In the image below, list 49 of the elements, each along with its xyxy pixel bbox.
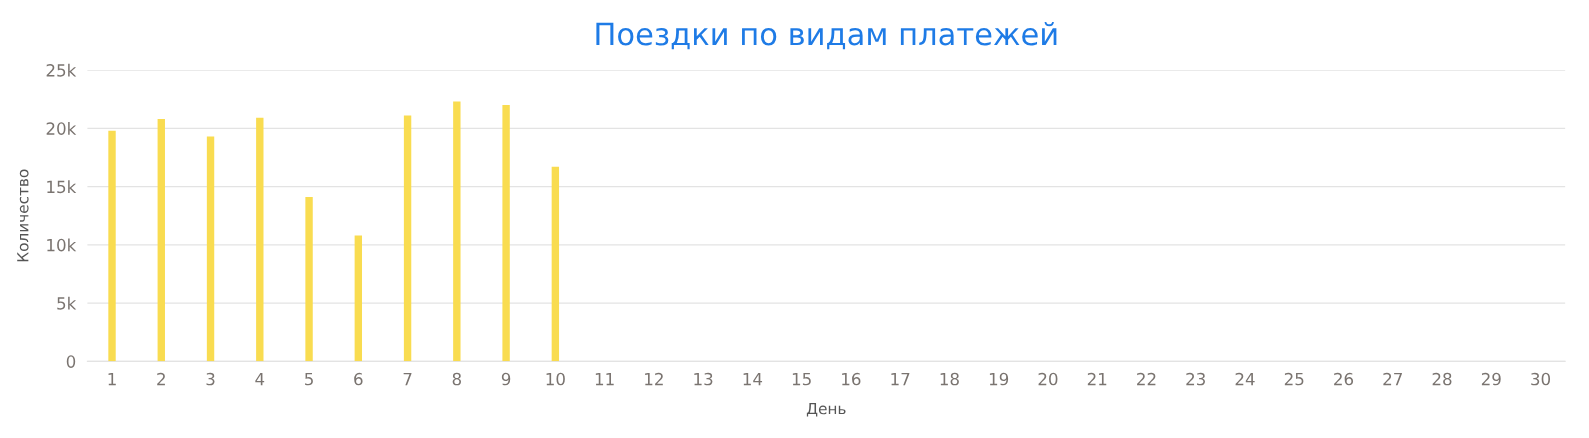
bar [256,117,264,362]
bar [403,115,412,362]
bar [502,105,510,362]
x-tick-label: 21 [1087,372,1107,386]
x-tick-label: 4 [255,372,265,386]
x-tick-label: 24 [1235,372,1255,386]
y-tick-label: 20k [46,122,77,135]
x-tick-label: 10 [546,372,565,386]
x-tick-label: 27 [1383,372,1402,386]
y-tick-label: 25k [46,63,77,77]
x-tick-label: 2 [157,372,165,386]
bar [305,197,313,362]
x-tick-label: 19 [989,372,1009,386]
x-tick-label: 1 [108,372,116,386]
x-tick-label: 13 [694,372,713,386]
bar [453,101,461,362]
x-tick-label: 25 [1284,372,1304,386]
x-tick-label: 8 [452,372,461,386]
x-tick-label: 16 [842,372,861,386]
y-tick-label: 10k [47,238,77,252]
bar [206,136,215,362]
x-tick-label: 7 [403,372,412,386]
chart-title: Поездки по видам платежей [596,22,1057,50]
x-tick-label: 18 [940,372,959,386]
x-tick-label: 5 [305,372,313,386]
x-tick-label: 9 [501,372,511,386]
bar [354,235,363,362]
y-axis-title: Количество [17,169,29,262]
x-tick-label: 17 [891,372,910,386]
x-tick-label: 29 [1481,372,1501,386]
bar [108,130,116,362]
x-tick-label: 11 [595,372,614,386]
x-tick-label: 26 [1334,372,1354,386]
bar [551,166,560,362]
x-tick-label: 15 [792,372,811,386]
x-tick-label: 30 [1531,372,1551,386]
x-tick-label: 28 [1432,372,1452,386]
x-tick-label: 6 [354,372,363,386]
x-tick-label: 12 [645,372,663,386]
x-tick-label: 3 [206,372,215,386]
y-tick-label: 5k [57,296,77,310]
x-tick-label: 14 [743,372,763,386]
bar [157,119,165,362]
x-axis-title: День [806,402,846,417]
y-tick-label: 0 [66,355,76,368]
x-tick-label: 20 [1038,372,1058,386]
y-tick-label: 15k [47,180,77,194]
x-tick-label: 23 [1186,372,1205,386]
x-tick-label: 22 [1137,372,1156,386]
